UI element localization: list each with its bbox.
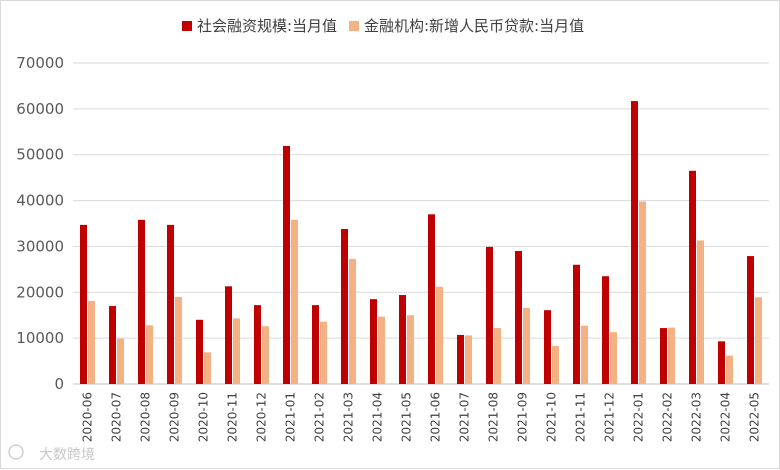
x-tick-label: 2022-04 (719, 392, 733, 442)
bar-series-1 (573, 264, 580, 384)
bar-series-2 (378, 316, 385, 384)
y-tick-label: 0 (54, 375, 64, 393)
bar-series-1 (225, 286, 232, 384)
bar-series-2 (320, 321, 327, 384)
bar-series-1 (428, 214, 435, 384)
watermark: 大数跨境 (8, 444, 95, 463)
x-tick-label: 2020-06 (81, 392, 95, 442)
x-tick-label: 2022-03 (690, 392, 704, 442)
bar-series-1 (80, 224, 87, 384)
y-axis: 0 10000 20000 30000 40000 50000 60000 70000 (16, 54, 64, 393)
bar-series-1 (138, 219, 145, 384)
legend-swatch-series-2 (349, 21, 359, 31)
y-tick-label: 20000 (16, 283, 64, 301)
x-tick-label: 2020-11 (226, 392, 240, 442)
bar-series-2 (639, 201, 646, 384)
y-tick-label: 30000 (16, 237, 64, 255)
bar-series-1 (196, 319, 203, 384)
x-tick-label: 2020-12 (255, 392, 269, 442)
x-tick-label: 2021-08 (487, 392, 501, 442)
bar-series-1 (254, 305, 261, 384)
y-tick-label: 60000 (16, 100, 64, 118)
legend: 社会融资规模:当月值 金融机构:新增人民币贷款:当月值 (182, 17, 584, 35)
bar-series-2 (581, 325, 588, 384)
bar-series-1 (515, 251, 522, 384)
bar-series-2 (204, 352, 211, 384)
bar-series-1 (486, 246, 493, 384)
bar-series-2 (407, 315, 414, 384)
bar-series-1 (602, 276, 609, 384)
x-tick-label: 2021-01 (284, 392, 298, 442)
x-axis: 2020-06 2020-07 2020-08 2020-09 2020-10 2020-… (81, 392, 762, 442)
bar-series-1 (660, 328, 667, 384)
bar-series-2 (262, 326, 269, 384)
x-tick-label: 2021-09 (516, 392, 530, 442)
x-tick-label: 2021-11 (574, 392, 588, 442)
bar-series-2 (668, 327, 675, 384)
bar-series-2 (233, 318, 240, 384)
x-tick-label: 2021-12 (603, 392, 617, 442)
bar-series-2 (436, 286, 443, 384)
x-tick-label: 2021-04 (371, 392, 385, 442)
bar-series-2 (175, 296, 182, 384)
x-tick-label: 2021-05 (400, 392, 414, 442)
bar-series-2 (117, 338, 124, 384)
bar-series-2 (755, 297, 762, 384)
legend-swatch-series-1 (182, 21, 192, 31)
bar-series-2 (494, 328, 501, 384)
bar-series-1 (283, 146, 290, 384)
bar-series-2 (552, 345, 559, 384)
bar-series-1 (312, 305, 319, 384)
legend-label-series-2: 金融机构:新增人民币贷款:当月值 (364, 17, 584, 35)
bar-series-2 (726, 355, 733, 384)
y-tick-label: 50000 (16, 146, 64, 164)
x-tick-label: 2022-05 (748, 392, 762, 442)
x-tick-label: 2022-01 (632, 392, 646, 442)
x-tick-label: 2020-08 (139, 392, 153, 442)
x-tick-label: 2020-10 (197, 392, 211, 442)
y-tick-label: 40000 (16, 192, 64, 210)
x-tick-label: 2021-07 (458, 392, 472, 442)
gridlines (73, 62, 769, 385)
bar-series-1 (689, 170, 696, 384)
x-tick-label: 2022-02 (661, 392, 675, 442)
x-tick-label: 2020-07 (110, 392, 124, 442)
bar-series-1 (747, 256, 754, 384)
bar-series-1 (631, 101, 638, 384)
bar-series-1 (544, 310, 551, 384)
x-tick-label: 2021-10 (545, 392, 559, 442)
bar-series-1 (399, 295, 406, 384)
legend-label-series-1: 社会融资规模:当月值 (197, 17, 337, 35)
watermark-text: 大数跨境 (39, 447, 95, 463)
y-tick-label: 10000 (16, 329, 64, 347)
bar-series-1 (457, 334, 464, 384)
y-tick-label: 70000 (16, 54, 64, 72)
bar-series-2 (465, 335, 472, 384)
bar-series-2 (349, 258, 356, 384)
bar-series-2 (610, 332, 617, 384)
bars (80, 101, 762, 384)
bar-series-1 (370, 299, 377, 384)
bar-series-2 (697, 240, 704, 384)
x-tick-label: 2021-02 (313, 392, 327, 442)
bar-series-1 (718, 341, 725, 384)
bar-series-2 (523, 307, 530, 384)
bar-series-2 (88, 301, 95, 384)
x-tick-label: 2021-03 (342, 392, 356, 442)
x-tick-label: 2020-09 (168, 392, 182, 442)
watermark-logo-icon (8, 444, 24, 460)
x-tick-label: 2021-06 (429, 392, 443, 442)
bar-series-2 (291, 219, 298, 384)
bar-series-1 (167, 224, 174, 384)
bar-series-1 (109, 306, 116, 384)
bar-series-1 (341, 229, 348, 384)
bar-series-2 (146, 325, 153, 384)
